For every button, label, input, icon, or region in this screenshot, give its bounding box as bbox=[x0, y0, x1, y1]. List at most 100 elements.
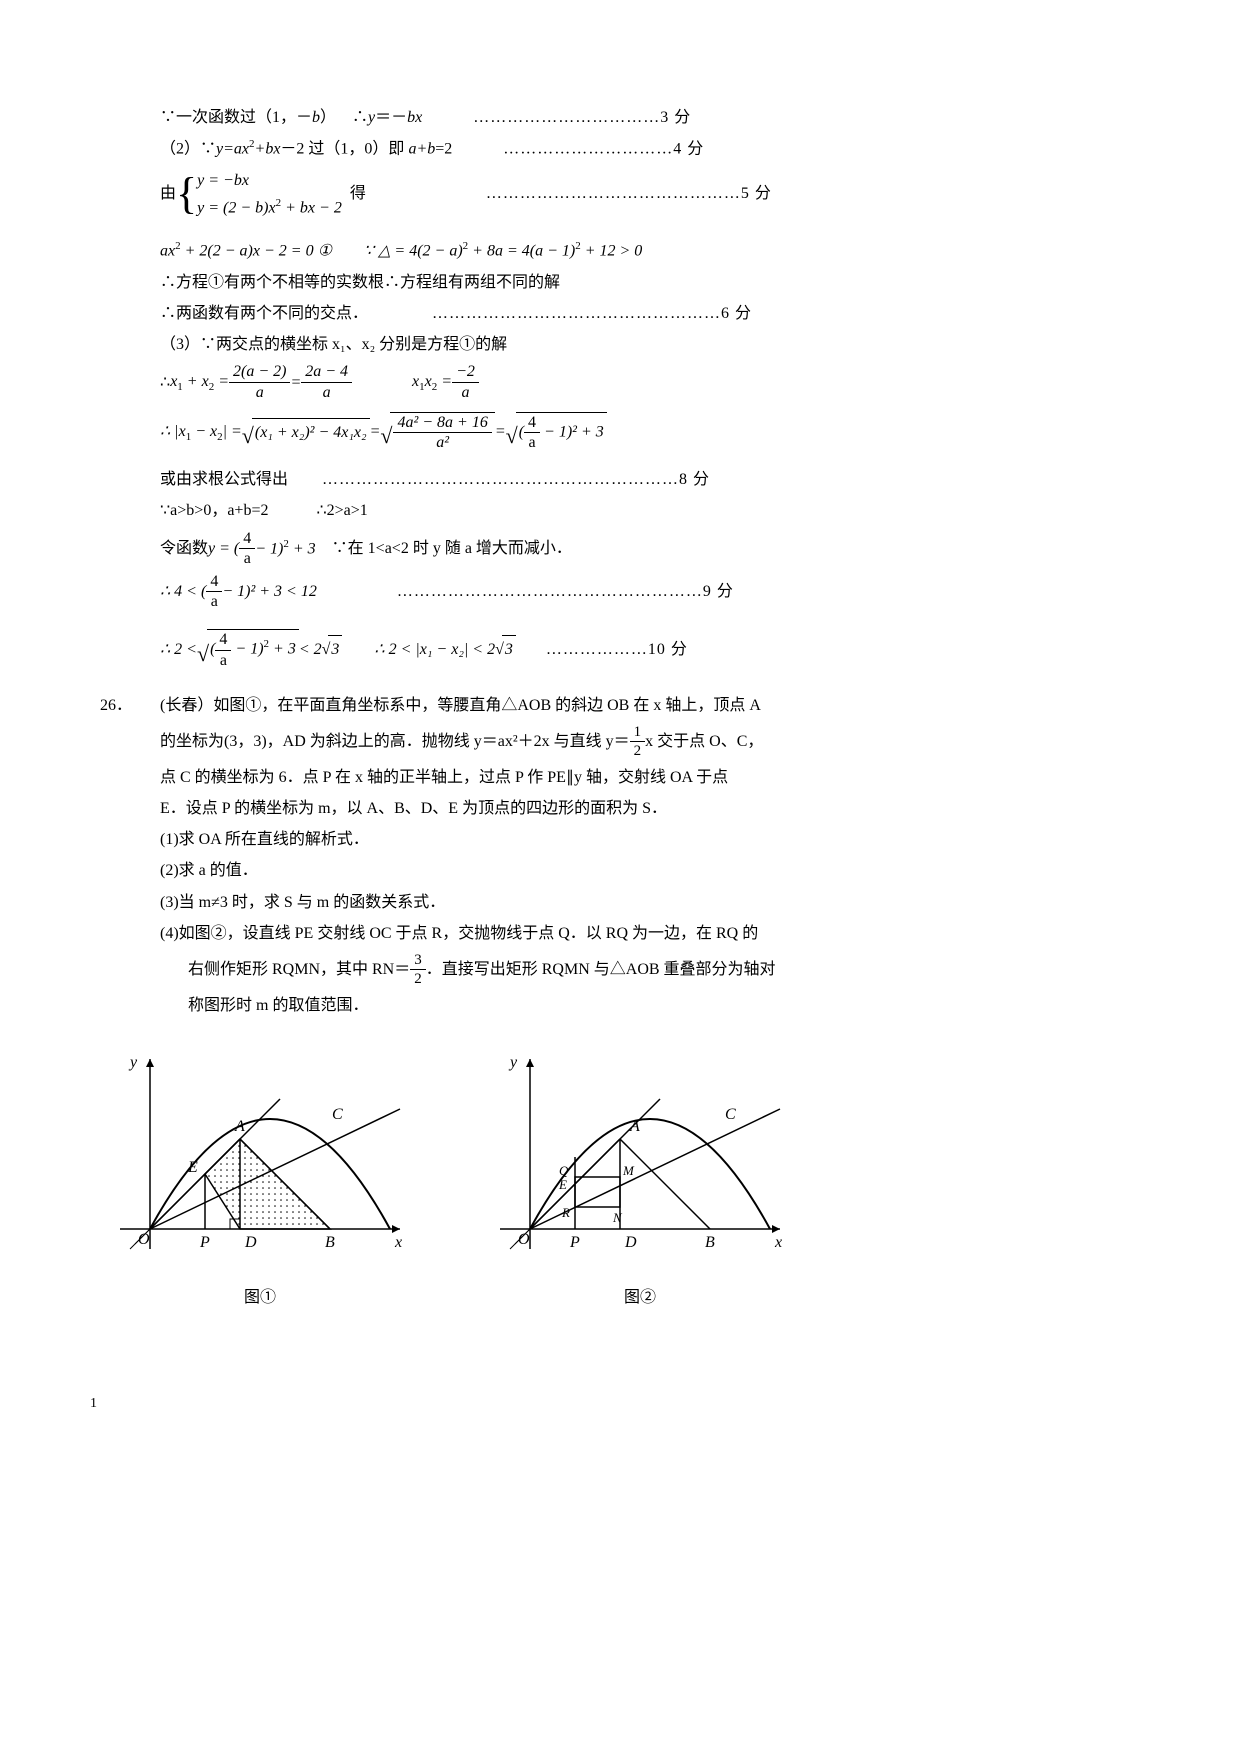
t: = − bbox=[204, 172, 234, 189]
svg-text:R: R bbox=[561, 1205, 570, 1220]
t: a bbox=[229, 383, 290, 402]
t: a bbox=[452, 383, 479, 402]
dots: ………………10 分 bbox=[546, 636, 688, 663]
t: 得 bbox=[350, 180, 366, 207]
radical-icon: √ bbox=[506, 417, 518, 454]
t: －2 过（1，0）即 bbox=[280, 141, 408, 158]
t: ∴ 2 < |x₁ − x₂| < 2 bbox=[342, 636, 495, 663]
t: + bbox=[281, 199, 300, 216]
sol-line-4: ax2 + 2(2 − a)x − 2 = 0 ① ∵ △ = 4(2 − a)… bbox=[160, 237, 1150, 265]
sol-line-5: ∴方程①有两个不相等的实数根∴方程组有两组不同的解 bbox=[160, 269, 1150, 296]
svg-text:D: D bbox=[624, 1234, 637, 1251]
svg-text:M: M bbox=[622, 1163, 635, 1178]
svg-text:y: y bbox=[508, 1054, 518, 1071]
t: (长春）如图①，在平面直角坐标系中，等腰直角△AOB 的斜边 OB 在 x 轴上… bbox=[160, 697, 761, 714]
sol-line-14: ∴ 2 < √(4a − 1)2 + 3 < 2√3 ∴ 2 < |x₁ − x… bbox=[160, 629, 1150, 669]
question-number: 26． bbox=[100, 692, 132, 719]
t: 令函数 bbox=[160, 535, 208, 562]
t: 4a² − 8a + 16 bbox=[393, 413, 491, 433]
svg-text:N: N bbox=[612, 1210, 623, 1225]
sol-line-7: （3）∵两交点的横坐标 x₁、x₂ 分别是方程①的解 bbox=[160, 331, 1150, 358]
dots: ………………………………………5 分 bbox=[486, 180, 772, 207]
t: a bbox=[239, 549, 255, 568]
svg-text:A: A bbox=[629, 1118, 640, 1135]
t: a bbox=[301, 383, 352, 402]
radical-icon: √ bbox=[380, 417, 392, 454]
sol-line-13: ∴ 4 < (4a − 1)² + 3 < 12 ………………………………………… bbox=[160, 572, 1150, 611]
svg-text:Q: Q bbox=[559, 1163, 569, 1178]
t: ∴两函数有两个不同的交点． bbox=[160, 305, 368, 322]
t: 4 bbox=[239, 529, 255, 549]
t: a bbox=[524, 433, 540, 452]
figure-2-svg: O P D B x y A E Q R M N C bbox=[480, 1049, 800, 1269]
figures-row: O P D B x y A E C 图① bbox=[100, 1049, 1150, 1311]
sol-line-1: ∵一次函数过（1，－b） ∴y＝－bx ……………………………3 分 bbox=[160, 104, 1150, 131]
svg-text:D: D bbox=[244, 1234, 257, 1251]
radical-icon: √ bbox=[197, 635, 209, 672]
dots: ………………………………………………9 分 bbox=[397, 578, 734, 605]
t: 2 bbox=[410, 970, 426, 988]
svg-text:A: A bbox=[234, 1118, 245, 1135]
dots: …………………………4 分 bbox=[452, 141, 704, 158]
svg-text:E: E bbox=[558, 1177, 567, 1192]
t: − 1)² + 3 bbox=[540, 423, 604, 440]
sol-line-9: ∴ |x1 − x2| = √(x₁ + x₂)² − 4x₁x₂ = √4a²… bbox=[160, 412, 1150, 452]
svg-text:C: C bbox=[725, 1106, 736, 1123]
svg-text:x: x bbox=[774, 1234, 782, 1251]
t: − 1) bbox=[543, 243, 575, 260]
t: ∵在 1<a<2 时 y 随 a 增大而减小． bbox=[316, 535, 572, 562]
svg-text:P: P bbox=[569, 1234, 580, 1251]
brace-icon: { bbox=[176, 172, 197, 216]
svg-text:C: C bbox=[332, 1106, 343, 1123]
t: (x₁ + x₂)² − 4x₁x₂ bbox=[252, 418, 370, 446]
sol-line-10: 或由求根公式得出 ………………………………………………………8 分 bbox=[160, 466, 1150, 493]
t: = 4( bbox=[503, 243, 535, 260]
t: （2）∵ bbox=[160, 141, 216, 158]
t: ） ∴ bbox=[320, 109, 368, 126]
t: 或由求根公式得出 bbox=[160, 471, 288, 488]
t: ∴ 2 < bbox=[160, 636, 197, 663]
t: 由 bbox=[160, 180, 176, 207]
t: 4 bbox=[215, 630, 231, 650]
q26-sub-4b: 右侧作矩形 RQMN，其中 RN＝ 32 ．直接写出矩形 RQMN 与△AOB … bbox=[160, 951, 1150, 988]
t: ) bbox=[263, 199, 268, 216]
q26-line-4: E．设点 P 的横坐标为 m，以 A、B、D、E 为顶点的四边形的面积为 S． bbox=[160, 795, 1150, 822]
svg-text:O: O bbox=[518, 1231, 530, 1248]
t: − 2 bbox=[315, 199, 342, 216]
t: ．直接写出矩形 RQMN 与△AOB 重叠部分为轴对 bbox=[426, 956, 776, 983]
q26-sub-3: (3)当 m≠3 时，求 S 与 m 的函数关系式． bbox=[160, 889, 1150, 916]
figure-2: O P D B x y A E Q R M N C 图② bbox=[480, 1049, 800, 1311]
sol-line-8: ∴ x1 + x2 = 2(a − 2)a = 2a − 4a x1x2 = −… bbox=[160, 362, 1150, 401]
figure-2-caption: 图② bbox=[480, 1284, 800, 1311]
svg-text:P: P bbox=[199, 1234, 210, 1251]
sol-line-11: ∵a>b>0，a+b=2 ∴2>a>1 bbox=[160, 497, 1150, 524]
t: −2 bbox=[452, 362, 479, 382]
sol-line-6: ∴两函数有两个不同的交点． ……………………………………………6 分 bbox=[160, 300, 1150, 327]
t: 的坐标为(3，3)，AD 为斜边上的高．抛物线 y＝ax²＋2x 与直线 y＝ bbox=[160, 728, 630, 755]
dots: ……………………………3 分 bbox=[422, 109, 691, 126]
page-number: 1 bbox=[90, 1392, 1150, 1416]
figure-1-svg: O P D B x y A E C bbox=[100, 1049, 420, 1269]
t: ∴ 4 < ( bbox=[160, 578, 206, 605]
q26-sub-4a: (4)如图②，设直线 PE 交射线 OC 于点 R，交抛物线于点 Q．以 RQ … bbox=[160, 920, 1150, 947]
q26-line-3: 点 C 的横坐标为 6．点 P 在 x 轴的正半轴上，过点 P 作 PE∥y 轴… bbox=[160, 764, 1150, 791]
dots: ……………………………………………6 分 bbox=[432, 305, 752, 322]
figure-1-caption: 图① bbox=[100, 1284, 420, 1311]
t: − 2 = 0 ① ∵ △ = 4(2 − bbox=[260, 243, 449, 260]
figure-1: O P D B x y A E C 图① bbox=[100, 1049, 420, 1311]
t: 4 bbox=[206, 572, 222, 592]
svg-text:y: y bbox=[128, 1054, 138, 1071]
dots: ………………………………………………………8 分 bbox=[322, 471, 710, 488]
radical-icon: √ bbox=[242, 417, 254, 454]
q26-sub-2: (2)求 a 的值． bbox=[160, 857, 1150, 884]
svg-text:O: O bbox=[138, 1231, 150, 1248]
svg-text:B: B bbox=[705, 1234, 715, 1251]
svg-text:B: B bbox=[325, 1234, 335, 1251]
t: < 2 bbox=[299, 636, 322, 663]
t: a² bbox=[393, 433, 491, 452]
q26-line-2: 的坐标为(3，3)，AD 为斜边上的高．抛物线 y＝ax²＋2x 与直线 y＝ … bbox=[160, 723, 1150, 760]
sol-line-3: 由 { y = −bx y = (2 − b)x2 + bx − 2 得 ………… bbox=[160, 167, 1150, 222]
radical-icon: √ bbox=[495, 636, 504, 663]
t: − 1)² + 3 < 12 bbox=[222, 578, 317, 605]
t: ∵一次函数过（1，－ bbox=[160, 109, 312, 126]
